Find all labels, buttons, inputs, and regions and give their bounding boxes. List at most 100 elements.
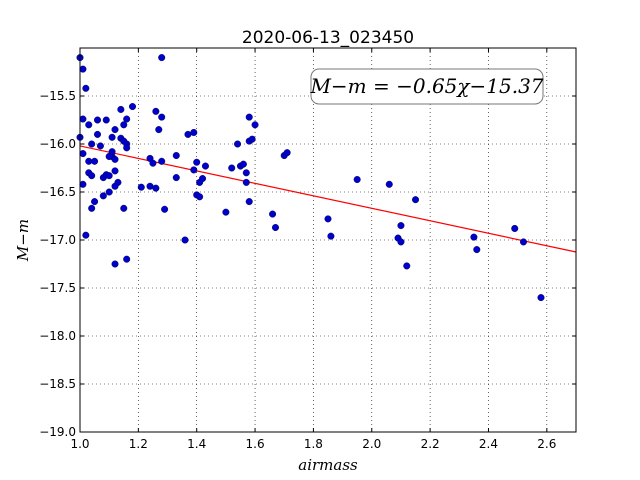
data-point [353,176,361,184]
data-point [190,128,198,136]
x-tick-label: 1.4 [187,437,206,451]
data-point [519,238,527,246]
x-tick-label: 1.6 [246,437,265,451]
data-point [137,183,145,191]
data-point [82,231,90,239]
data-point [123,255,131,263]
data-point [242,178,250,186]
data-point [239,160,247,168]
grid-lines [79,48,576,433]
data-point [149,159,157,167]
fit-equation-box: M−m = −0.65χ−15.37 [309,68,544,105]
data-point [172,152,180,160]
data-point [99,192,107,200]
data-point [385,180,393,188]
data-point [222,208,230,216]
x-tick-label: 2.2 [421,437,440,451]
y-axis-ticks: −15.5 −16.0 −16.5 −17.0 −17.5 −18.0 −18.5 −19.0 [39,89,576,439]
y-tick-label: −17.5 [39,281,76,295]
data-point [234,140,242,148]
data-point [161,205,169,213]
data-point [403,262,411,270]
data-point [537,294,545,302]
data-point [88,172,96,180]
chart-title: 2020-06-13_023450 [242,28,414,48]
x-axis-label: airmass [298,456,358,474]
data-point [82,84,90,92]
data-point [123,144,131,152]
data-point [193,158,201,166]
data-point [111,155,119,163]
data-point [181,236,189,244]
data-point [412,196,420,204]
data-point [228,164,236,172]
data-point [79,65,87,73]
data-point [324,215,332,223]
fit-equation: M−m = −0.65χ−15.37 [309,74,543,98]
data-point [199,175,207,183]
data-point [79,180,87,188]
x-axis-ticks: 1.0 1.2 1.4 1.6 1.8 2.0 2.2 2.4 2.6 [70,48,556,451]
x-tick-label: 1.2 [129,437,148,451]
data-point [158,54,166,62]
data-point [158,157,166,165]
data-point [123,115,131,123]
data-point [96,142,104,150]
data-point [117,105,125,113]
data-point [242,169,250,177]
x-tick-label: 2.6 [537,437,556,451]
data-point [94,130,102,138]
data-point [79,115,87,123]
y-tick-label: −16.0 [39,137,76,151]
data-point [85,121,93,129]
data-point [397,238,405,246]
data-point [94,116,102,124]
data-point [269,210,277,218]
data-point [152,107,160,115]
data-point [111,126,119,134]
x-tick-label: 2.0 [362,437,381,451]
data-point [129,103,137,111]
data-point [88,204,96,212]
data-point [251,121,259,129]
y-tick-label: −15.5 [39,89,76,103]
x-tick-label: 1.0 [70,437,89,451]
x-tick-label: 1.8 [304,437,323,451]
y-tick-label: −17.0 [39,233,76,247]
data-point [248,135,256,143]
data-point [327,232,335,240]
data-point [201,162,209,170]
data-point [172,174,180,182]
data-point [111,167,119,175]
y-axis-label: M−m [14,219,32,262]
data-point [91,157,99,165]
x-tick-label: 2.4 [479,437,498,451]
data-point [108,133,116,141]
data-point [271,224,279,232]
data-point [190,166,198,174]
data-point [108,148,116,156]
y-tick-label: −19.0 [39,425,76,439]
data-point [120,121,128,129]
data-point [283,149,291,157]
data-point [102,116,110,124]
data-point [105,188,113,196]
data-point [88,140,96,148]
data-point [111,182,119,190]
data-point [111,260,119,268]
data-point [155,126,163,134]
data-point [245,113,253,121]
data-point [245,198,253,206]
data-point [152,184,160,192]
data-point [184,130,192,138]
data-point [146,182,154,190]
data-point [91,198,99,206]
data-point [105,172,113,180]
data-point [397,222,405,230]
y-tick-label: −18.5 [39,377,76,391]
data-point [158,113,166,121]
data-point [85,157,93,165]
data-point [470,233,478,241]
data-point [473,246,481,254]
